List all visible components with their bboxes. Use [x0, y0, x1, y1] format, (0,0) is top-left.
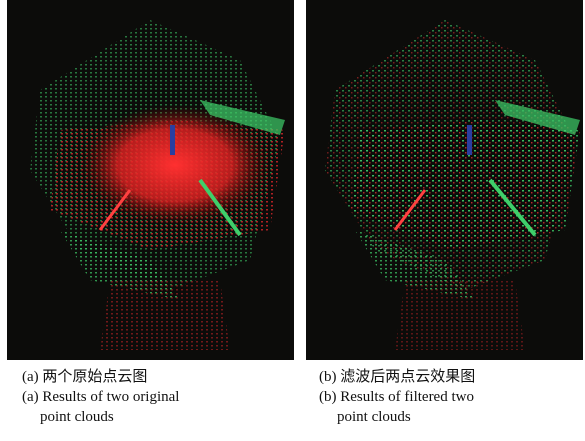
panel-b-image: [306, 0, 583, 360]
caption-zh: (a) 两个原始点云图: [22, 368, 147, 385]
caption-en: (a) Results of two original: [22, 389, 179, 405]
page: (a) 两个原始点云图 (a) Results of two original …: [0, 0, 585, 441]
figure: (a) 两个原始点云图 (a) Results of two original …: [0, 0, 585, 441]
caption-en: point clouds: [337, 409, 411, 425]
panel-a-image: [7, 0, 294, 360]
caption-zh: (b) 滤波后两点云效果图: [319, 368, 475, 385]
caption-en: point clouds: [40, 409, 114, 425]
caption-en: (b) Results of filtered two: [319, 389, 474, 405]
